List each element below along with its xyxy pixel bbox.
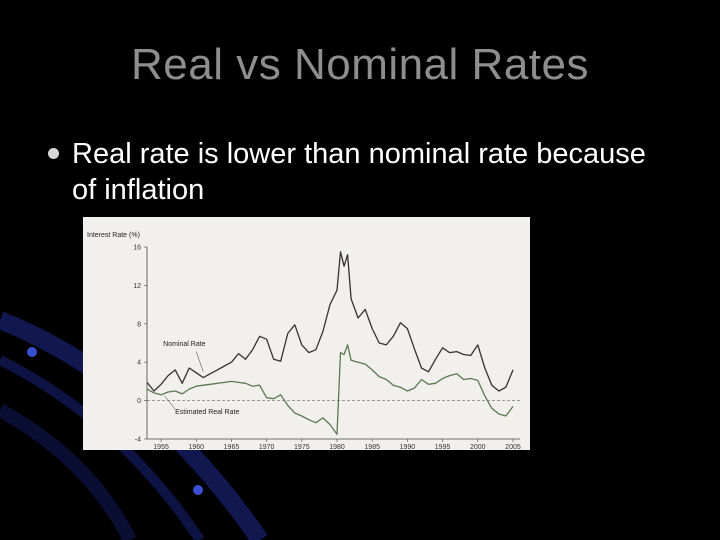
x-tick-label: 1965 — [224, 444, 240, 450]
x-tick-label: 2005 — [505, 444, 521, 450]
y-tick-label: 8 — [137, 321, 141, 328]
series-line-nominal-rate — [146, 251, 514, 392]
x-tick-label: 1960 — [188, 444, 204, 450]
y-axis-label: Interest Rate (%) — [87, 232, 140, 239]
x-tick-label: 1955 — [153, 444, 169, 450]
x-tick-label: 1980 — [329, 444, 345, 450]
annotation-real-pointer — [164, 395, 176, 410]
y-tick-label: 0 — [137, 398, 141, 405]
interest-rate-chart: Interest Rate (%) -4 0 4 8 12 16 1955 1960 1965 19… — [83, 217, 530, 450]
y-tick-label: 4 — [137, 360, 141, 367]
chart-svg: Interest Rate (%) -4 0 4 8 12 16 1955 1960 1965 19… — [87, 232, 521, 450]
decor-dot-1 — [27, 347, 37, 357]
bullet-icon — [48, 148, 59, 159]
x-tick-label: 1985 — [364, 444, 380, 450]
slide-title: Real vs Nominal Rates — [131, 40, 589, 89]
annotation-nominal-rate: Nominal Rate — [163, 341, 206, 348]
x-tick-label: 1995 — [435, 444, 451, 450]
x-tick-label: 2000 — [470, 444, 486, 450]
x-tick-label: 1975 — [294, 444, 310, 450]
x-tick-label: 1970 — [259, 444, 275, 450]
y-tick-label: -4 — [135, 437, 141, 444]
annotation-nominal-pointer — [196, 351, 204, 372]
annotation-real-rate: Estimated Real Rate — [175, 409, 239, 416]
bullet-text: Real rate is lower than nominal rate bec… — [72, 138, 646, 206]
decor-dot-3 — [193, 485, 203, 495]
x-tick-label: 1990 — [400, 444, 416, 450]
y-tick-label: 16 — [133, 245, 141, 252]
series-line-real-rate — [146, 344, 514, 435]
y-tick-label: 12 — [133, 283, 141, 290]
